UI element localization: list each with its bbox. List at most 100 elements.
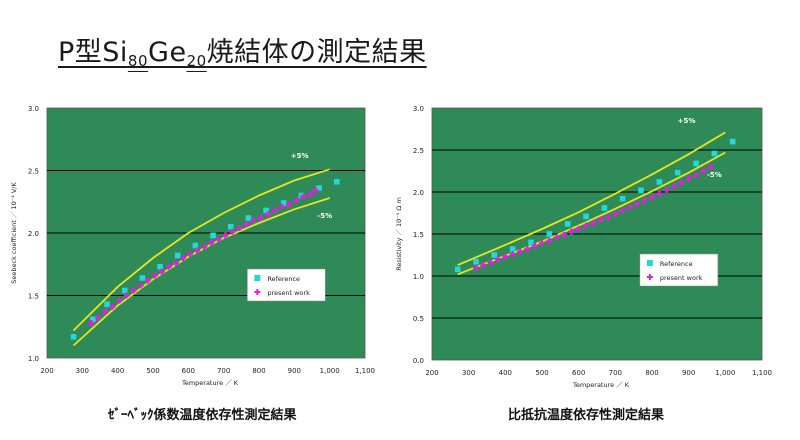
resistivity-chart: 0.0 0.5 1.0 1.5 2.0 2.5 3.0 200 300 400 500 600 700 8… [395, 105, 772, 389]
chart2-present-work-point [539, 240, 545, 247]
chart2-y-tick-label: 2.5 [413, 147, 424, 155]
chart2-reference-point [564, 221, 571, 227]
chart2-reference-point [454, 266, 461, 273]
chart1-band-upper-curve [72, 168, 330, 332]
chart2-x-tick-label: 500 [535, 369, 548, 377]
chart1-band-annotation: +5% [291, 152, 309, 160]
chart1-x-tick-label: 800 [252, 367, 265, 375]
chart1-reference-point [298, 192, 305, 199]
chart1-reference-point [316, 185, 322, 191]
chart1-y-tick-label: 1.0 [28, 355, 39, 363]
chart1-present-work-point [151, 272, 158, 279]
chart2-legend-reference-label: Reference [660, 260, 693, 268]
chart2-reference-point [546, 231, 553, 237]
chart2-present-work-point [553, 234, 560, 241]
chart2-y-axis-label: Resistivity ／ 10⁻⁵ Ω m [395, 197, 403, 271]
chart1-present-work-point [180, 255, 187, 261]
chart1-x-tick-label: 700 [217, 367, 230, 375]
chart2-y-tick-label: 3.0 [413, 105, 424, 113]
chart2-reference-point [583, 213, 589, 220]
chart1-reference-point [139, 275, 146, 281]
chart1-x-axis-label: Temperature ／ K [181, 379, 239, 387]
chart1-present-work-point [271, 207, 278, 214]
chart2-present-work-point [480, 262, 487, 269]
chart2-x-tick-label: 300 [462, 369, 475, 377]
chart1-present-work-point [257, 215, 264, 221]
chart1-present-work-point [109, 303, 116, 310]
chart2-x-tick-label: 1,100 [752, 369, 772, 377]
chart2-reference-point [693, 160, 699, 167]
chart2-band-upper-curve [457, 131, 726, 266]
chart1-present-work-point [137, 282, 144, 289]
chart1-present-work-point [236, 225, 243, 231]
chart2-x-tick-label: 1,000 [715, 369, 735, 377]
chart2-present-work-point [590, 220, 597, 227]
chart2-x-tick-label: 200 [425, 369, 438, 377]
chart2-x-tick-label: 600 [572, 369, 585, 377]
chart2-present-work-point [509, 251, 516, 258]
chart2-reference-point [619, 195, 626, 202]
chart1-x-tick-label: 400 [111, 367, 124, 375]
resistivity-caption: 比抵抗温度依存性測定結果 [508, 408, 665, 423]
chart1-legend-present-swatch [254, 289, 261, 295]
chart1-legend-reference-label: Reference [267, 275, 300, 283]
chart1-y-tick-label: 2.5 [28, 168, 39, 176]
chart2-reference-point [491, 252, 498, 258]
chart2-present-work-point [693, 172, 699, 179]
chart1-y-tick-label: 3.0 [28, 105, 39, 113]
chart1-present-work-point [172, 260, 179, 266]
chart1-reference-point [70, 333, 77, 340]
page-title: P型Si80Ge20焼結体の測定結果 [58, 37, 427, 70]
chart2-x-axis-label: Temperature ／ K [572, 381, 630, 389]
chart2-y-tick-label: 1.5 [413, 231, 424, 239]
chart2-legend-present-swatch [646, 274, 653, 280]
chart2-present-work-point [656, 190, 663, 197]
chart1-present-work-point [222, 232, 229, 239]
chart2-present-work-point [612, 210, 619, 217]
chart1-present-work-point [158, 268, 165, 275]
chart2-reference-point [711, 150, 718, 157]
chart2-present-work-point [649, 194, 655, 201]
chart2-y-tick-label: 1.0 [413, 273, 424, 281]
chart1-reference-point [245, 215, 252, 221]
chart1-present-work-point [201, 243, 208, 250]
chart1-legend-reference-swatch [254, 275, 261, 281]
chart2-present-work-point [605, 214, 611, 221]
chart1-present-work-point [144, 277, 151, 284]
chart2-present-work-point [546, 237, 553, 244]
chart2-band-annotation: -5% [707, 171, 722, 179]
chart2-present-work-point [678, 179, 685, 186]
chart2-reference-point [601, 205, 608, 211]
chart1-present-work-point [215, 236, 222, 243]
chart1-x-tick-label: 300 [76, 367, 89, 375]
chart2-present-work-point [671, 183, 677, 190]
chart2-y-tick-label: 0.5 [413, 315, 424, 323]
chart1-present-work-point [293, 197, 300, 204]
chart2-x-tick-label: 900 [682, 369, 695, 377]
chart2-present-work-point [627, 204, 633, 211]
chart2-x-tick-label: 700 [609, 369, 622, 377]
chart2-y-tick-label: 2.0 [413, 189, 424, 197]
chart1-present-work-point [229, 228, 236, 235]
chart2-present-work-point [531, 242, 538, 249]
chart1-reference-point [227, 223, 234, 230]
chart2-x-tick-label: 800 [645, 369, 658, 377]
chart1-present-work-point [286, 201, 293, 208]
chart1-reference-point [280, 200, 287, 206]
chart2-band-annotation: +5% [678, 117, 696, 125]
seebeck-chart: 1.0 1.5 2.0 2.5 3.0 200 300 400 500 600 700 800 900 1… [10, 105, 375, 387]
chart2-present-work-point [685, 175, 692, 182]
chart1-y-tick-label: 1.5 [28, 293, 39, 301]
chart1-reference-point [333, 178, 340, 185]
chart2-present-work-point [517, 248, 523, 255]
chart2-present-work-point [561, 231, 567, 238]
seebeck-caption: ｾﾞｰﾍﾞｯｸ係数温度依存性測定結果 [108, 408, 297, 423]
chart1-present-work-point [264, 211, 271, 218]
chart2-present-work-point [641, 197, 648, 204]
chart2-present-work-point [575, 225, 582, 232]
chart2-present-work-point [597, 216, 604, 223]
chart1-x-tick-label: 500 [146, 367, 159, 375]
chart2-reference-point [528, 239, 534, 246]
chart2-present-work-point [707, 163, 714, 170]
chart2-reference-point [656, 179, 663, 185]
